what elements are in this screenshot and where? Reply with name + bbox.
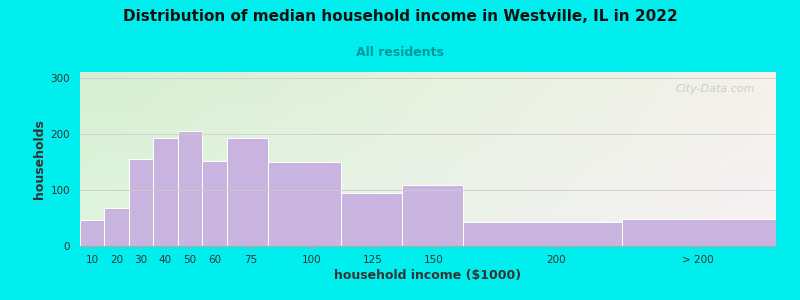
Y-axis label: households: households bbox=[34, 119, 46, 199]
Bar bbox=[268, 162, 342, 246]
Bar bbox=[622, 219, 776, 246]
Text: Distribution of median household income in Westville, IL in 2022: Distribution of median household income … bbox=[122, 9, 678, 24]
Bar bbox=[154, 138, 178, 246]
Bar bbox=[226, 138, 268, 246]
Bar bbox=[80, 220, 105, 246]
Bar bbox=[105, 208, 129, 246]
Bar bbox=[129, 159, 154, 246]
Bar bbox=[342, 193, 402, 246]
X-axis label: household income ($1000): household income ($1000) bbox=[334, 269, 522, 282]
Bar bbox=[402, 185, 463, 246]
Text: City-Data.com: City-Data.com bbox=[676, 84, 755, 94]
Bar bbox=[202, 161, 226, 246]
Bar bbox=[178, 131, 202, 246]
Bar bbox=[463, 222, 622, 246]
Text: All residents: All residents bbox=[356, 46, 444, 59]
